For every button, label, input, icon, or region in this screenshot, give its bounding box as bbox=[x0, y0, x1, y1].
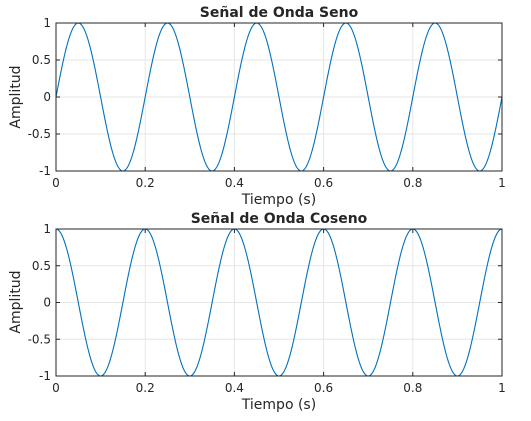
sine-chart-ytick-label: -1 bbox=[39, 164, 51, 178]
sine-chart-xtick-label: 0.2 bbox=[136, 176, 155, 190]
sine-chart-xlabel: Tiempo (s) bbox=[241, 192, 316, 208]
sine-chart-series-line bbox=[55, 22, 503, 172]
cosine-chart-ytick-label: 0 bbox=[43, 296, 51, 310]
sine-chart-title: Señal de Onda Seno bbox=[200, 5, 359, 21]
cosine-chart-ytick-label: 1 bbox=[43, 222, 51, 236]
sine-chart-ytick-label: 0.5 bbox=[32, 53, 51, 67]
sine-chart-xtick-label: 0.8 bbox=[403, 176, 422, 190]
sine-chart-ylabel: Amplitud bbox=[8, 65, 24, 128]
sine-chart: Señal de Onda Seno Tiempo (s) Amplitud 0… bbox=[8, 5, 506, 208]
sine-chart-xtick-label: 1 bbox=[498, 176, 506, 190]
cosine-chart-ytick-label: -0.5 bbox=[28, 332, 51, 346]
sine-chart-xtick-label: 0.4 bbox=[225, 176, 244, 190]
sine-chart-ytick-label: 1 bbox=[43, 16, 51, 30]
cosine-chart-xtick-label: 0.4 bbox=[225, 381, 244, 395]
cosine-chart-xtick-label: 0.2 bbox=[136, 381, 155, 395]
cosine-chart-xtick-label: 0.8 bbox=[403, 381, 422, 395]
cosine-chart-ytick-label: -1 bbox=[39, 369, 51, 383]
cosine-chart-title: Señal de Onda Coseno bbox=[191, 211, 368, 227]
cosine-chart-ytick-label: 0.5 bbox=[32, 259, 51, 273]
cosine-chart-xtick-label: 1 bbox=[498, 381, 506, 395]
cosine-chart-ylabel: Amplitud bbox=[8, 270, 24, 333]
sine-chart-ytick-label: 0 bbox=[43, 90, 51, 104]
cosine-chart-xlabel: Tiempo (s) bbox=[241, 397, 316, 413]
sine-chart-ytick-label: -0.5 bbox=[28, 127, 51, 141]
cosine-chart: Señal de Onda Coseno Tiempo (s) Amplitud… bbox=[8, 211, 506, 413]
cosine-chart-xtick-label: 0 bbox=[52, 381, 60, 395]
sine-chart-xtick-label: 0.6 bbox=[314, 176, 333, 190]
cosine-chart-xtick-label: 0.6 bbox=[314, 381, 333, 395]
sine-chart-xtick-label: 0 bbox=[52, 176, 60, 190]
